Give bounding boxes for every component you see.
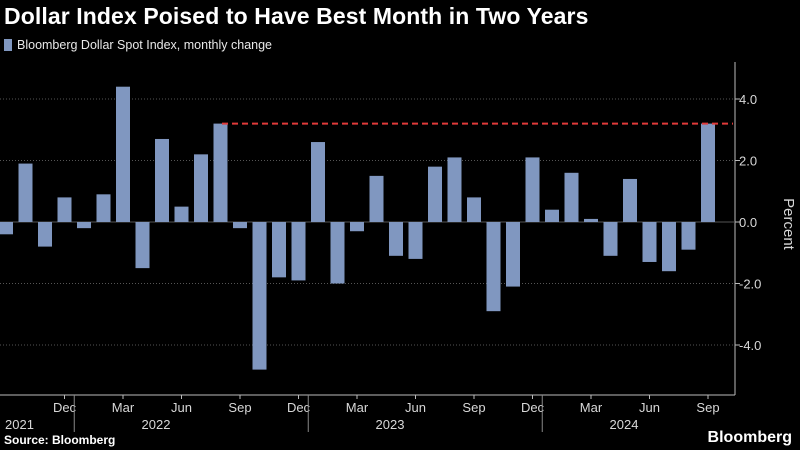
- x-tick-label: Mar: [580, 400, 603, 415]
- x-tick-label: Mar: [112, 400, 135, 415]
- y-tick-label: 0.0: [739, 215, 757, 230]
- bar: [194, 154, 208, 222]
- bar: [564, 172, 579, 222]
- bar: [174, 206, 189, 222]
- bar: [291, 222, 306, 281]
- bar: [447, 157, 462, 222]
- x-year-label: 2021: [5, 417, 34, 432]
- bar: [623, 178, 637, 222]
- bar: [311, 142, 325, 222]
- bar: [486, 222, 501, 312]
- y-axis-label: Percent: [780, 198, 797, 251]
- bar: [272, 222, 286, 278]
- bar: [681, 222, 696, 250]
- x-tick-label: Jun: [171, 400, 192, 415]
- bar: [155, 138, 169, 222]
- bar: [701, 123, 715, 222]
- x-tick-label: Sep: [228, 400, 251, 415]
- bar: [408, 222, 423, 259]
- bar: [525, 157, 540, 222]
- x-year-label: 2023: [376, 417, 405, 432]
- bar: [467, 197, 481, 222]
- x-year-label: 2024: [610, 417, 639, 432]
- x-tick-label: Dec: [287, 400, 311, 415]
- bar: [506, 222, 520, 287]
- brand-logo: Bloomberg: [707, 429, 792, 446]
- bar: [116, 86, 130, 222]
- bar: [603, 222, 618, 256]
- bar: [545, 209, 559, 222]
- x-tick-label: Dec: [521, 400, 545, 415]
- bar: [213, 123, 228, 222]
- bar: [350, 222, 364, 232]
- bar: [96, 194, 111, 222]
- legend-swatch: [4, 39, 12, 51]
- bar: [428, 166, 442, 222]
- x-tick-label: Sep: [696, 400, 719, 415]
- y-tick-label: 4.0: [739, 92, 757, 107]
- x-tick-label: Sep: [462, 400, 485, 415]
- bar: [330, 222, 345, 284]
- bar: [57, 197, 72, 222]
- bar: [369, 175, 384, 222]
- bar: [18, 163, 33, 222]
- y-tick-label: -4.0: [739, 338, 761, 353]
- source-note: Source: Bloomberg: [4, 433, 116, 447]
- x-tick-label: Jun: [639, 400, 660, 415]
- x-tick-label: Mar: [346, 400, 369, 415]
- bar: [233, 222, 247, 229]
- bar: [252, 222, 267, 370]
- bar: [642, 222, 657, 262]
- bar: [38, 222, 52, 247]
- x-tick-label: Jun: [405, 400, 426, 415]
- y-tick-label: 2.0: [739, 154, 757, 169]
- legend-label: Bloomberg Dollar Spot Index, monthly cha…: [17, 38, 273, 52]
- x-year-label: 2022: [142, 417, 171, 432]
- x-tick-label: Dec: [53, 400, 77, 415]
- bar: [662, 222, 676, 272]
- bar: [0, 222, 13, 235]
- bar: [584, 218, 598, 222]
- legend: Bloomberg Dollar Spot Index, monthly cha…: [4, 38, 272, 52]
- chart-title: Dollar Index Poised to Have Best Month i…: [4, 3, 589, 29]
- y-tick-label: -2.0: [739, 277, 761, 292]
- bar: [77, 222, 91, 229]
- bar: [389, 222, 403, 256]
- bar: [135, 222, 150, 269]
